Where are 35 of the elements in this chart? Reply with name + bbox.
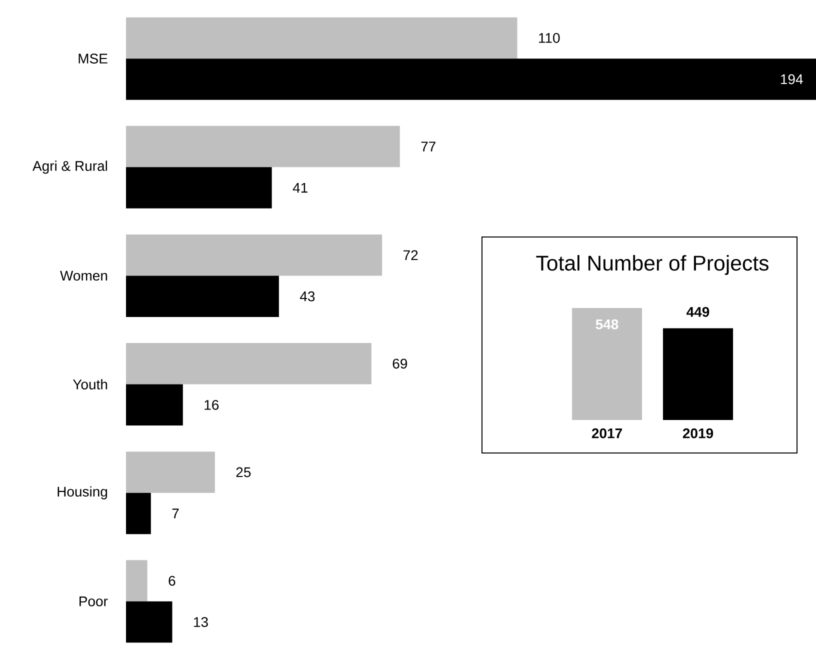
y-tick-label: Housing <box>58 486 108 500</box>
bar <box>126 560 148 602</box>
data-label: 69 <box>392 358 408 369</box>
data-label: 43 <box>300 291 315 302</box>
y-tick-label: Poor <box>80 596 108 606</box>
data-label: 449 <box>686 306 710 317</box>
data-label: 7 <box>172 508 179 518</box>
data-label: 13 <box>194 617 208 628</box>
bar <box>126 58 816 100</box>
data-label: 72 <box>404 250 418 260</box>
bar <box>126 452 215 493</box>
chart-title: Total Number of Projects <box>536 255 768 275</box>
x-tick-label: 2019 <box>682 428 714 438</box>
bar <box>126 384 183 426</box>
bar <box>126 276 279 317</box>
bar <box>126 234 382 276</box>
bar <box>126 126 400 168</box>
data-label: 548 <box>596 319 618 330</box>
data-label: 41 <box>292 182 308 193</box>
y-tick-label: Agri & Rural <box>32 160 108 174</box>
data-label: 194 <box>781 74 803 84</box>
bar <box>126 167 272 208</box>
data-label: 16 <box>204 400 219 410</box>
y-tick-label: MSE <box>78 54 108 64</box>
data-label: 6 <box>168 576 176 586</box>
x-tick-label: 2017 <box>592 428 622 438</box>
data-label: 110 <box>539 33 560 43</box>
y-tick-label: Youth <box>72 379 108 390</box>
bar <box>126 17 518 59</box>
y-tick-label: Women <box>60 270 108 281</box>
bar <box>126 343 372 384</box>
data-label: 25 <box>236 467 251 478</box>
bar <box>126 492 151 534</box>
bar <box>126 601 172 643</box>
data-label: 77 <box>421 142 436 152</box>
